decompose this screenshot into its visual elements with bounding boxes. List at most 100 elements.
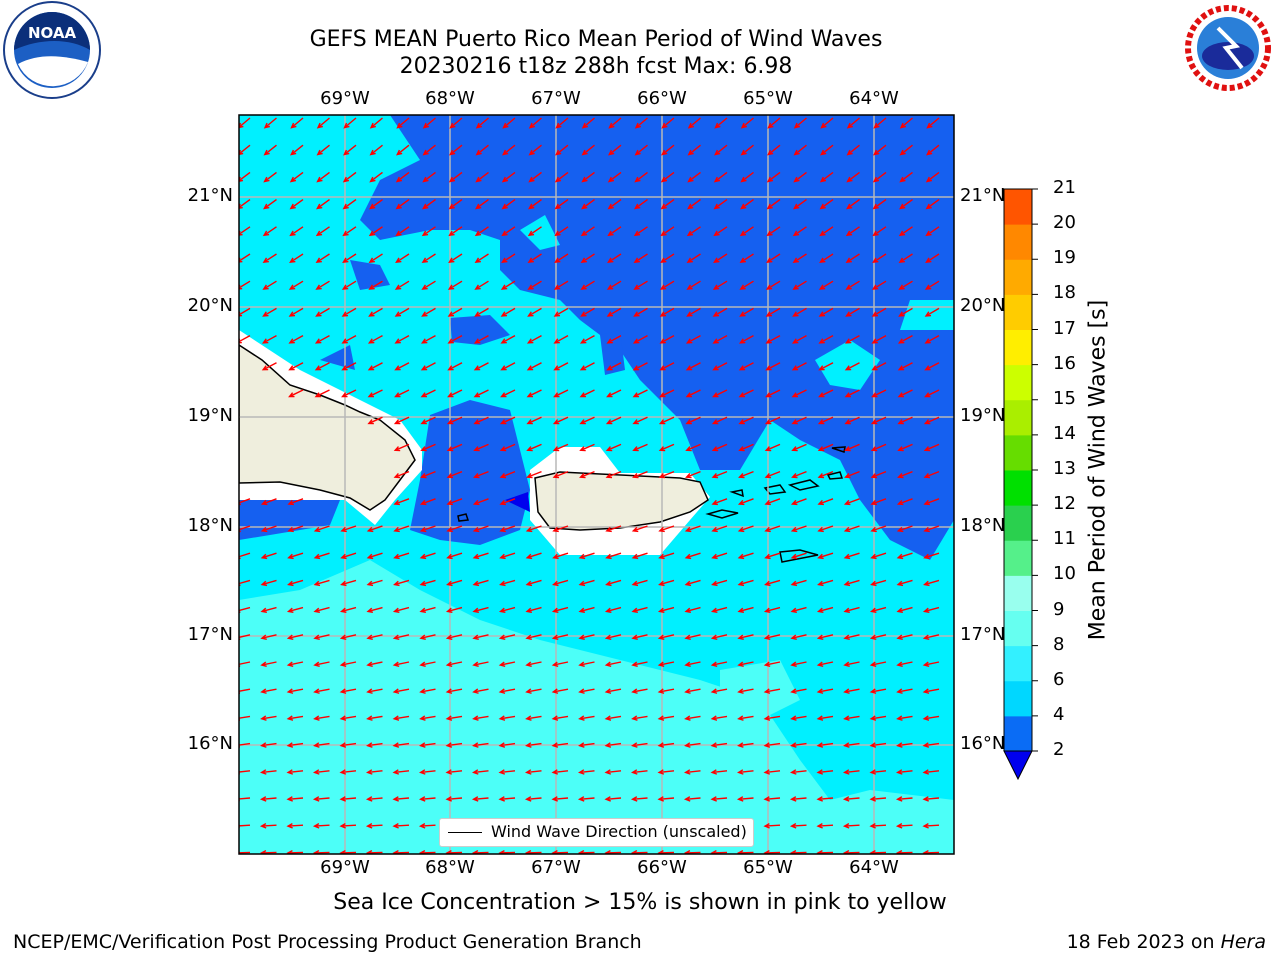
wind-arrow <box>925 199 940 210</box>
wind-arrow <box>659 280 675 290</box>
wind-arrow <box>872 253 887 264</box>
wind-arrow <box>580 280 595 290</box>
wind-arrow <box>634 199 648 210</box>
wind-arrow <box>740 117 754 129</box>
wind-arrow <box>341 307 357 317</box>
wind-arrow <box>869 688 887 694</box>
wind-arrow <box>869 715 887 721</box>
lat-label-right: 18°N <box>960 515 1006 536</box>
wind-arrow <box>817 525 834 533</box>
wind-arrow <box>578 742 595 748</box>
wind-arrow <box>843 606 860 614</box>
wind-arrow <box>552 470 569 479</box>
wind-arrow <box>525 579 542 587</box>
footer-date-text: 18 Feb 2023 on <box>1066 931 1221 953</box>
wind-arrow <box>366 525 383 533</box>
wind-arrow <box>419 525 436 533</box>
wind-arrow <box>870 498 887 506</box>
wind-arrow <box>239 552 251 560</box>
wind-arrow <box>260 742 277 748</box>
wind-arrow <box>472 742 489 748</box>
wind-arrow <box>553 389 569 398</box>
wind-arrow <box>393 579 410 587</box>
wind-arrow <box>500 334 516 344</box>
wind-arrow <box>763 823 781 829</box>
wind-arrow <box>239 742 251 748</box>
wind-arrow <box>259 769 277 775</box>
wind-arrow <box>394 307 410 317</box>
wind-arrow <box>261 334 277 344</box>
wind-arrow <box>896 552 913 560</box>
wind-arrow <box>604 715 622 721</box>
wind-arrow <box>899 117 913 129</box>
wind-arrow <box>472 606 489 614</box>
wind-arrow <box>392 742 410 748</box>
lon-label-bottom: 67°W <box>531 857 581 878</box>
wind-arrow <box>791 334 807 344</box>
wind-arrow <box>607 171 622 183</box>
wind-arrow <box>289 226 304 237</box>
wind-arrow <box>339 742 357 748</box>
wind-arrow <box>631 715 648 721</box>
lon-label-bottom: 66°W <box>637 857 687 878</box>
wind-arrow <box>260 498 277 506</box>
wind-arrow <box>869 606 887 614</box>
wind-arrow <box>737 634 754 641</box>
wind-arrow <box>367 416 383 425</box>
wind-arrow <box>790 634 807 641</box>
wind-arrow <box>551 715 569 721</box>
wind-arrow <box>659 389 675 398</box>
wind-arrow <box>339 796 357 802</box>
wind-arrow <box>657 688 675 694</box>
wind-arrow <box>842 849 860 854</box>
wind-arrow <box>661 117 675 129</box>
wind-arrow <box>604 769 622 775</box>
wind-arrow <box>658 443 675 452</box>
wind-arrow <box>286 769 304 775</box>
wind-arrow <box>289 253 304 264</box>
wind-arrow <box>713 171 728 183</box>
wind-arrow <box>551 849 569 854</box>
wind-arrow <box>657 634 675 641</box>
region-period-below-2 <box>505 492 530 512</box>
wind-arrow <box>816 688 834 694</box>
wind-arrow <box>472 552 489 560</box>
wind-arrow <box>764 498 781 506</box>
wind-arrow <box>395 226 410 237</box>
wind-arrow <box>739 280 754 290</box>
wind-arrow <box>528 171 542 183</box>
wind-arrow <box>286 606 304 614</box>
lon-label-top: 66°W <box>637 88 687 109</box>
svg-text:NOAA: NOAA <box>28 24 77 42</box>
wind-arrow <box>789 823 807 829</box>
wind-arrow <box>711 552 728 560</box>
wind-arrow <box>844 389 860 398</box>
wind-arrow <box>684 715 701 721</box>
wind-arrow <box>472 661 489 667</box>
wind-arrow <box>313 715 330 721</box>
wind-arrow <box>926 144 940 156</box>
wind-arrow <box>555 144 569 156</box>
wind-arrow <box>843 742 860 748</box>
wind-arrow <box>819 199 834 210</box>
wind-arrow <box>738 416 754 425</box>
wind-arrow <box>420 443 436 452</box>
wind-arrow <box>395 171 410 183</box>
wind-arrow <box>446 525 463 533</box>
wind-arrow <box>712 280 728 290</box>
wind-arrow <box>527 307 542 317</box>
wind-arrow <box>924 307 940 317</box>
wind-arrow <box>922 849 940 854</box>
wind-arrow <box>924 389 940 398</box>
wind-arrow <box>818 389 834 398</box>
wind-arrow <box>554 171 569 183</box>
wind-arrow <box>660 226 675 237</box>
wind-arrow <box>419 606 436 614</box>
wind-arrow <box>923 579 940 587</box>
wind-arrow <box>819 253 834 264</box>
wind-arrow <box>736 849 754 854</box>
wind-arrow <box>870 416 887 425</box>
wind-arrow <box>368 253 383 264</box>
footer-date: 18 Feb 2023 on Hera <box>1067 931 1266 953</box>
wind-arrow <box>315 280 330 290</box>
